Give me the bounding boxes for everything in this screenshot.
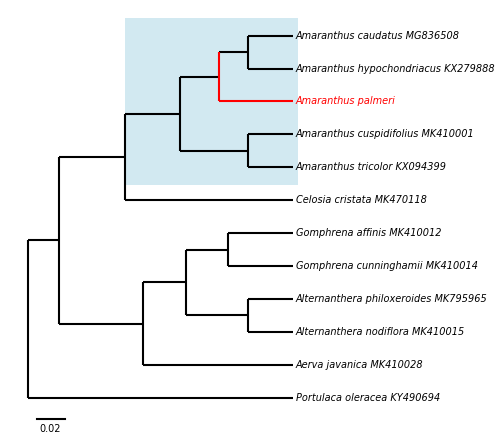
Text: Amaranthus caudatus MG836508: Amaranthus caudatus MG836508 (296, 31, 460, 41)
Text: Amaranthus palmeri: Amaranthus palmeri (296, 97, 396, 107)
Text: Portulaca oleracea KY490694: Portulaca oleracea KY490694 (296, 392, 440, 402)
Text: Amaranthus tricolor KX094399: Amaranthus tricolor KX094399 (296, 162, 447, 172)
Text: 0.02: 0.02 (40, 424, 62, 434)
Text: Amaranthus cuspidifolius MK410001: Amaranthus cuspidifolius MK410001 (296, 129, 474, 139)
Bar (125, 17, 298, 185)
Text: Aerva javanica MK410028: Aerva javanica MK410028 (296, 360, 424, 370)
Text: Gomphrena affinis MK410012: Gomphrena affinis MK410012 (296, 228, 442, 238)
Text: Gomphrena cunninghamii MK410014: Gomphrena cunninghamii MK410014 (296, 261, 478, 271)
Text: Alternanthera nodiflora MK410015: Alternanthera nodiflora MK410015 (296, 327, 465, 337)
Text: Celosia cristata MK470118: Celosia cristata MK470118 (296, 195, 427, 205)
Text: Amaranthus hypochondriacus KX279888: Amaranthus hypochondriacus KX279888 (296, 63, 496, 73)
Text: Alternanthera philoxeroides MK795965: Alternanthera philoxeroides MK795965 (296, 294, 488, 304)
